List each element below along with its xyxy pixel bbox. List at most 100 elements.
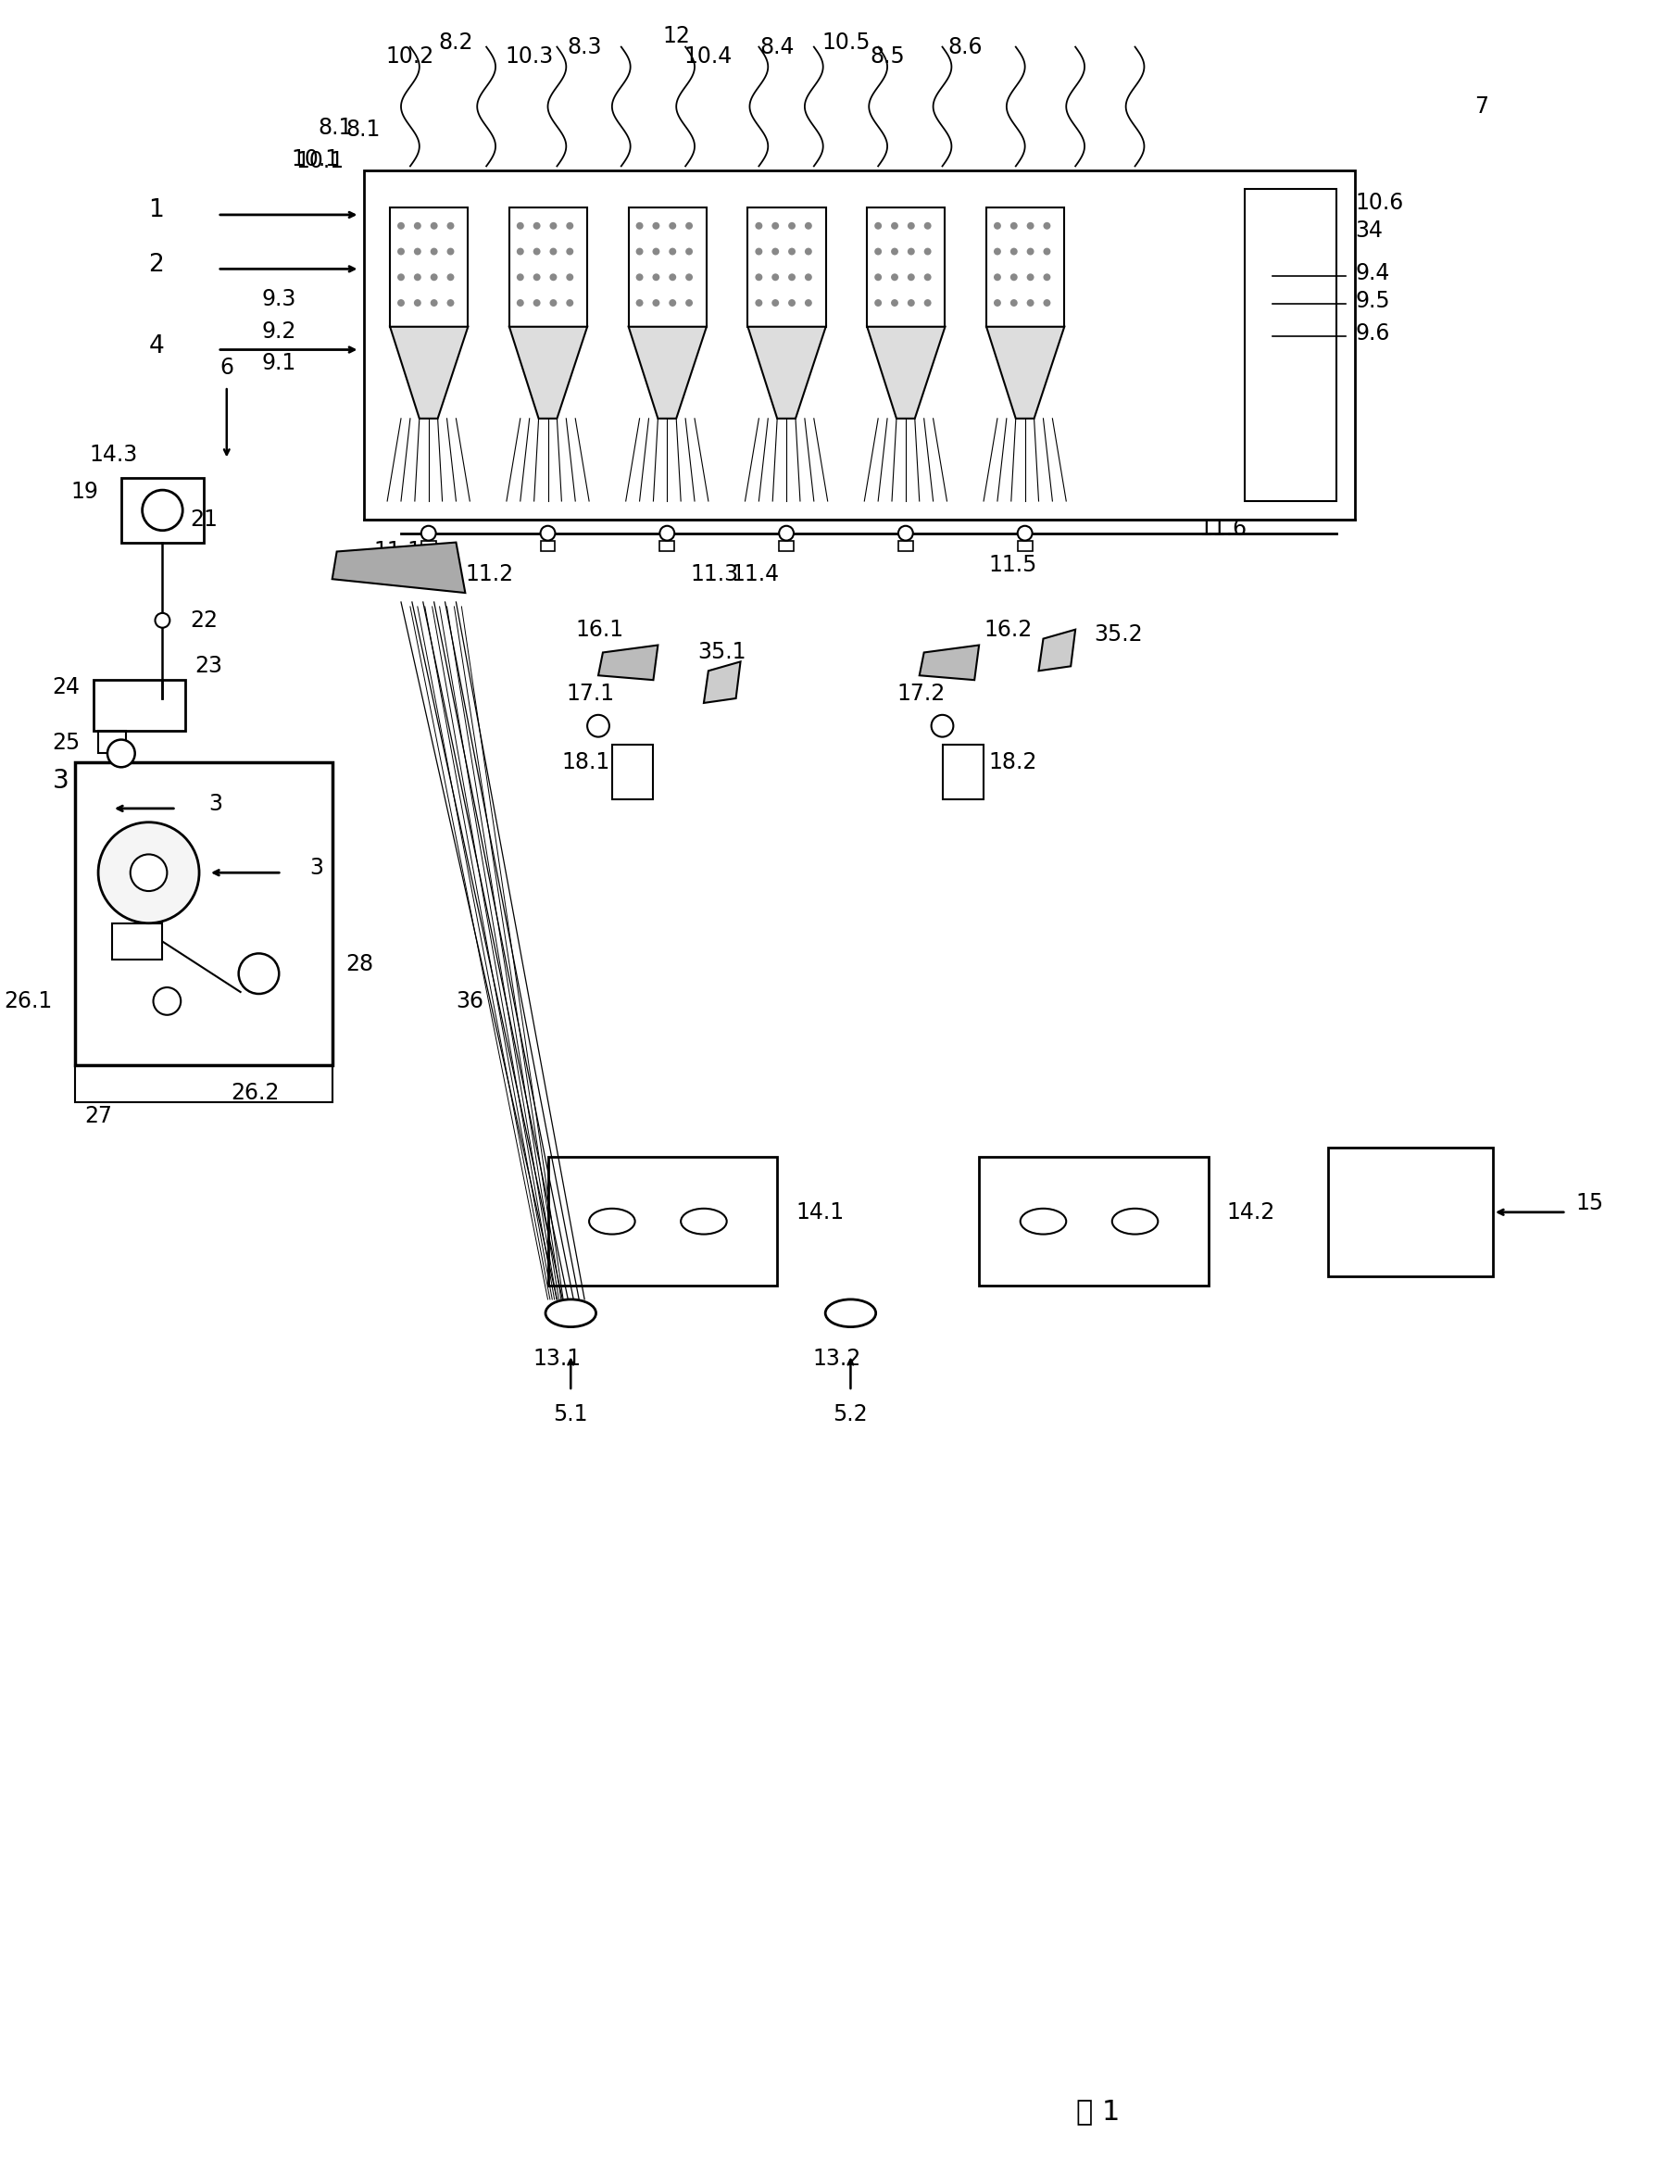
Text: 10.3: 10.3 <box>506 46 553 68</box>
Text: 28: 28 <box>346 954 373 976</box>
Text: 10.1: 10.1 <box>291 149 339 170</box>
Circle shape <box>516 273 524 282</box>
Bar <box>1245 190 1336 500</box>
Bar <box>978 1158 1208 1286</box>
Circle shape <box>805 223 811 229</box>
Circle shape <box>430 223 437 229</box>
Circle shape <box>874 299 882 306</box>
Circle shape <box>635 273 643 282</box>
Circle shape <box>566 273 573 282</box>
Circle shape <box>805 299 811 306</box>
Ellipse shape <box>825 1299 875 1328</box>
Text: 3: 3 <box>208 793 222 815</box>
Circle shape <box>586 714 608 736</box>
Text: 34: 34 <box>1354 218 1383 242</box>
Bar <box>942 745 983 799</box>
Bar <box>748 207 825 328</box>
Circle shape <box>788 247 795 256</box>
Circle shape <box>1026 299 1033 306</box>
Text: 26.1: 26.1 <box>3 989 52 1011</box>
Circle shape <box>993 299 1001 306</box>
Bar <box>867 207 944 328</box>
Circle shape <box>396 299 405 306</box>
Text: 10.1: 10.1 <box>296 151 344 173</box>
Circle shape <box>239 954 279 994</box>
Circle shape <box>652 273 659 282</box>
Text: 11.4: 11.4 <box>731 563 780 585</box>
Circle shape <box>771 273 778 282</box>
Text: 19: 19 <box>71 480 99 502</box>
Text: 9.1: 9.1 <box>262 352 296 376</box>
Text: 4: 4 <box>148 334 165 358</box>
Bar <box>541 539 554 553</box>
Text: 9.4: 9.4 <box>1354 262 1389 284</box>
Circle shape <box>541 526 554 539</box>
Circle shape <box>669 273 675 282</box>
Circle shape <box>430 273 437 282</box>
Circle shape <box>890 247 897 256</box>
Circle shape <box>1043 273 1050 282</box>
Circle shape <box>805 247 811 256</box>
Text: 16.1: 16.1 <box>575 618 623 640</box>
Circle shape <box>685 273 692 282</box>
Circle shape <box>413 299 422 306</box>
Text: 7: 7 <box>1473 96 1487 118</box>
Circle shape <box>890 223 897 229</box>
Circle shape <box>566 247 573 256</box>
Text: 13.2: 13.2 <box>811 1348 860 1369</box>
Circle shape <box>1043 223 1050 229</box>
Text: 9.6: 9.6 <box>1354 321 1389 345</box>
Circle shape <box>447 273 454 282</box>
Polygon shape <box>598 644 657 679</box>
Text: 14.3: 14.3 <box>89 443 138 467</box>
Text: 9.3: 9.3 <box>262 288 296 310</box>
Text: 11.1: 11.1 <box>373 539 422 563</box>
Text: 13.1: 13.1 <box>533 1348 581 1369</box>
Polygon shape <box>390 328 467 419</box>
Bar <box>628 207 706 328</box>
Bar <box>778 539 793 553</box>
Bar <box>422 539 435 553</box>
Circle shape <box>1026 273 1033 282</box>
Bar <box>612 745 654 799</box>
Circle shape <box>924 273 931 282</box>
Circle shape <box>685 247 692 256</box>
Circle shape <box>533 299 541 306</box>
Circle shape <box>1016 526 1032 539</box>
Circle shape <box>413 223 422 229</box>
Text: 15: 15 <box>1574 1192 1603 1214</box>
Circle shape <box>516 247 524 256</box>
Ellipse shape <box>680 1208 726 1234</box>
Text: 27: 27 <box>84 1105 113 1127</box>
Circle shape <box>907 273 914 282</box>
Circle shape <box>1043 299 1050 306</box>
Text: 10.5: 10.5 <box>822 31 870 52</box>
Circle shape <box>413 273 422 282</box>
Circle shape <box>754 223 763 229</box>
Bar <box>1327 1149 1492 1275</box>
Text: 26.2: 26.2 <box>232 1081 279 1105</box>
Text: 9.2: 9.2 <box>262 321 296 343</box>
Circle shape <box>516 223 524 229</box>
Bar <box>1016 539 1032 553</box>
Circle shape <box>533 247 541 256</box>
Text: 3: 3 <box>52 769 69 795</box>
Text: 10.6: 10.6 <box>1354 192 1403 214</box>
Bar <box>897 539 912 553</box>
Circle shape <box>874 273 882 282</box>
Text: 14.1: 14.1 <box>795 1201 843 1223</box>
Circle shape <box>1010 273 1016 282</box>
Circle shape <box>993 247 1001 256</box>
Circle shape <box>155 614 170 627</box>
Text: 18.1: 18.1 <box>561 751 610 773</box>
Circle shape <box>652 247 659 256</box>
Bar <box>365 170 1354 520</box>
Bar <box>986 207 1063 328</box>
Bar <box>94 679 185 729</box>
Text: 21: 21 <box>190 509 217 531</box>
Circle shape <box>685 299 692 306</box>
Circle shape <box>931 714 953 736</box>
Text: 10.4: 10.4 <box>684 46 732 68</box>
Polygon shape <box>628 328 706 419</box>
Circle shape <box>771 299 778 306</box>
